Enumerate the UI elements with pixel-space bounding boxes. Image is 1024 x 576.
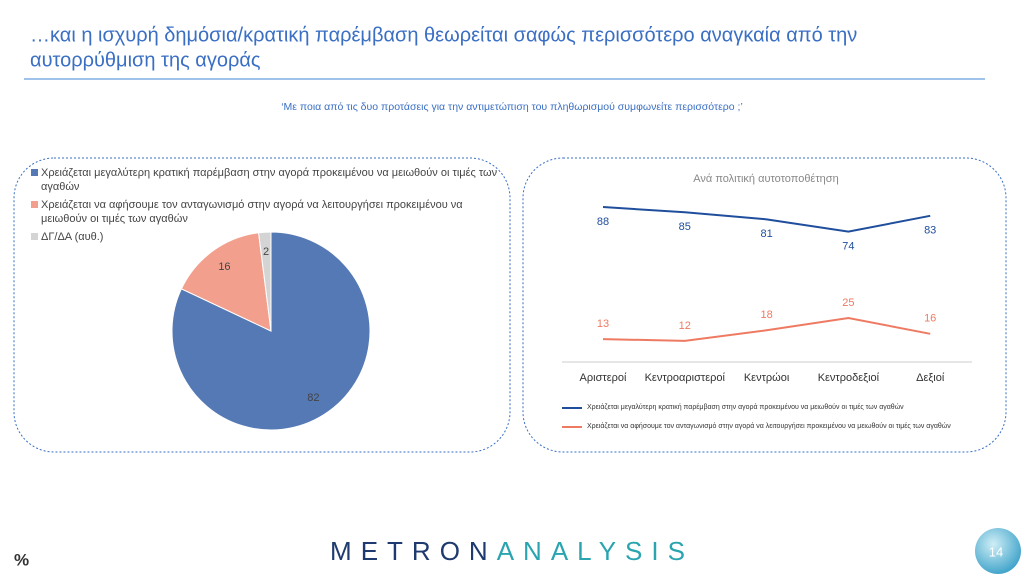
logo: METRONANALYSIS <box>330 536 694 566</box>
x-tick-label: Κεντροαριστεροί <box>645 372 726 384</box>
legend-label-box: Χρειάζεται μεγαλύτερη κρατική παρέμβαση … <box>587 404 904 411</box>
data-label: 81 <box>760 228 772 240</box>
data-label: 13 <box>597 318 609 330</box>
x-tick-label: Δεξιοί <box>916 372 945 384</box>
pie-slice <box>180 232 272 332</box>
data-label: 74 <box>842 241 854 253</box>
panel <box>13 157 511 453</box>
legend-label: Χρειάζεται μεγαλύτερη κρατική παρέμβαση … <box>587 404 904 411</box>
data-label: 83 <box>924 225 936 237</box>
legend-label-box: Χρειάζεται να αφήσουμε τον ανταγωνισμό σ… <box>41 199 463 225</box>
data-label: 85 <box>679 221 691 233</box>
title: …και η ισχυρή δημόσια/κρατική παρέμβαση … <box>30 24 857 46</box>
data-label: 88 <box>597 216 609 228</box>
legend-swatch <box>31 233 38 240</box>
data-label: 12 <box>679 320 691 332</box>
x-tick-label: Κεντροδεξιοί <box>818 372 880 384</box>
series-line <box>602 206 931 233</box>
unit: % <box>14 550 29 569</box>
page-number: 14 <box>989 544 1003 559</box>
legend-swatch <box>31 169 38 176</box>
data-label: 16 <box>218 261 230 273</box>
logo-part: ANALYSIS <box>497 536 694 566</box>
data-label: 16 <box>924 313 936 325</box>
pie-slice <box>258 231 272 332</box>
page-badge <box>975 528 1021 574</box>
data-label: 2 <box>263 246 269 258</box>
chart-title: Ανά πολιτική αυτοτοποθέτηση <box>693 173 838 185</box>
legend-label-box: Χρειάζεται μεγαλύτερη κρατική παρέμβαση … <box>41 167 498 193</box>
legend-label-box: Χρειάζεται να αφήσουμε τον ανταγωνισμό σ… <box>587 423 951 430</box>
x-tick-label: Κεντρώοι <box>744 372 790 384</box>
x-tick-label: Αριστεροί <box>580 372 627 384</box>
data-label: 25 <box>842 297 854 309</box>
legend-label: Χρειάζεται να αφήσουμε τον ανταγωνισμό σ… <box>41 199 463 225</box>
data-label: 82 <box>307 392 319 404</box>
series-line <box>602 316 931 342</box>
legend-label: Χρειάζεται να αφήσουμε τον ανταγωνισμό σ… <box>587 423 951 430</box>
legend-label: ΔΓ/ΔΑ (αυθ.) <box>41 231 104 243</box>
logo-part: METRON <box>330 536 497 566</box>
legend-swatch <box>31 201 38 208</box>
legend-label-box: ΔΓ/ΔΑ (αυθ.) <box>41 231 104 243</box>
title: αυτορρύθμιση της αγοράς <box>30 49 261 71</box>
legend-label: Χρειάζεται μεγαλύτερη κρατική παρέμβαση … <box>41 167 498 193</box>
question: ‘Με ποια από τις δυο προτάσεις για την α… <box>281 101 743 113</box>
panel <box>522 157 1007 453</box>
data-label: 18 <box>760 309 772 321</box>
